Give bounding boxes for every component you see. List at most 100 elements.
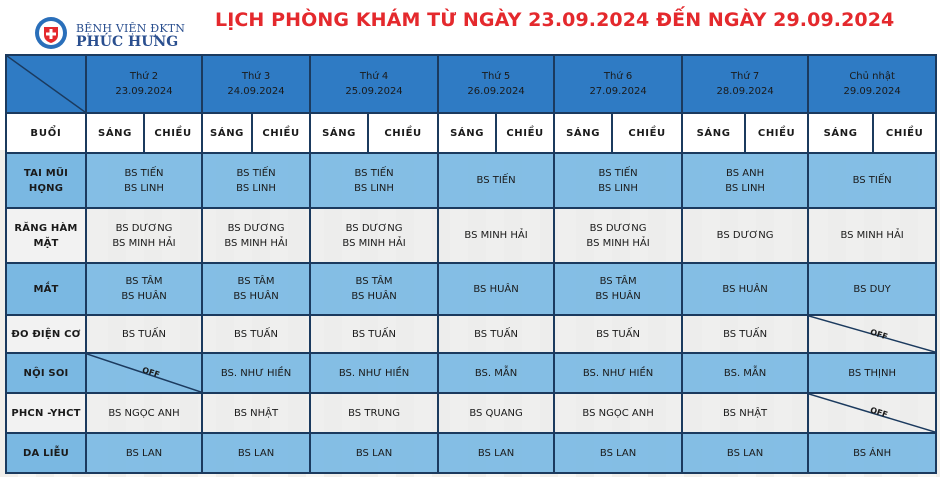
doctor-cell: BS HUÂN	[681, 262, 810, 316]
day-date: 24.09.2024	[227, 86, 285, 97]
doctor-cell: OFF	[807, 314, 938, 354]
day-name: Thứ 4	[359, 71, 389, 82]
doctor-name: BS TUẤN	[596, 328, 641, 340]
doctor-cell: BS NGỌC ANH	[553, 392, 684, 434]
department-row: DA LIỄU BS LAN BS LAN BS LAN BS LAN BS LAN BS …	[5, 432, 938, 474]
doctor-cell: BS TÂM BS HUÂN	[84, 262, 204, 316]
doctor-cell: BS THỊNH	[807, 352, 938, 394]
doctor-name: BS TIẾN	[476, 175, 516, 186]
doctor-name: BS MINH HẢI	[464, 230, 528, 241]
doctor-name: BS NGỌC ANH	[582, 407, 654, 419]
morning-label: SÁNG	[85, 112, 145, 154]
doctor-name: BS DƯƠNG	[345, 222, 403, 234]
day-date: 27.09.2024	[589, 86, 647, 97]
doctor-cell: BS LAN	[309, 432, 440, 474]
doctor-cell: BS DUY	[807, 262, 938, 316]
department-label: RĂNG HÀM MẶT	[5, 207, 87, 264]
diagonal-line	[7, 56, 85, 112]
department-label-line: RĂNG HÀM	[14, 222, 78, 234]
afternoon-label: CHIỀU	[142, 112, 204, 154]
doctor-name: BS MINH HẢI	[112, 237, 176, 249]
doctor-cell: BS TUẤN	[437, 314, 556, 354]
doctor-name: BS NHẬT	[723, 407, 768, 419]
doctor-name: BS. MẪN	[723, 367, 767, 379]
page-header: BỆNH VIỆN ĐKTN PHÚC HƯNG LỊCH PHÒNG KHÁM…	[0, 0, 940, 52]
doctor-cell: BS TIẾN BS LINH	[201, 152, 312, 209]
doctor-name: BS DƯƠNG	[115, 222, 173, 234]
day-name: Thứ 6	[603, 71, 633, 82]
doctor-name: BS LAN	[726, 447, 764, 459]
day-header: Thứ 4 25.09.2024	[309, 54, 440, 114]
doctor-cell: BS ÁNH	[807, 432, 938, 474]
doctor-name: BS HUÂN	[233, 291, 279, 302]
doctor-cell: BS TUẤN	[553, 314, 684, 354]
doctor-cell: BS LAN	[437, 432, 556, 474]
doctor-name: BS LINH	[725, 182, 765, 194]
doctor-cell: BS DƯƠNG BS MINH HẢI	[201, 207, 312, 264]
day-header: Thứ 6 27.09.2024	[553, 54, 684, 114]
doctor-name: BS NGỌC ANH	[108, 407, 180, 419]
doctor-name: BS. NHƯ HIỀN	[220, 367, 292, 379]
afternoon-label: CHIỀU	[611, 112, 684, 154]
department-label-line: TAI MŨI	[23, 167, 69, 179]
department-label-line: MẮT	[33, 283, 59, 295]
afternoon-label: CHIỀU	[367, 112, 440, 154]
doctor-name: BS DUY	[853, 283, 891, 295]
morning-label: SÁNG	[437, 112, 498, 154]
doctor-name: BS LAN	[237, 447, 275, 459]
diagonal-line	[809, 316, 935, 352]
doctor-name: BS ANH	[726, 167, 765, 179]
department-label-line: ĐO ĐIỆN CƠ	[11, 328, 81, 340]
department-label-line: NỘI SOI	[23, 367, 69, 379]
department-row: RĂNG HÀM MẶT BS DƯƠNG BS MINH HẢI BS DƯƠNG BS…	[5, 207, 938, 264]
doctor-cell: BS. MẪN	[437, 352, 556, 394]
day-header: Thứ 3 24.09.2024	[201, 54, 312, 114]
department-label: TAI MŨI HỌNG	[5, 152, 87, 209]
doctor-cell: BS TÂM BS HUÂN	[201, 262, 312, 316]
day-date: 29.09.2024	[843, 86, 901, 97]
doctor-cell: BS NHẬT	[681, 392, 810, 434]
doctor-cell: BS TIẾN BS LINH	[84, 152, 204, 209]
doctor-name: BS TUẤN	[352, 328, 397, 340]
doctor-name: BS LAN	[477, 447, 515, 459]
doctor-cell: BS NHẬT	[201, 392, 312, 434]
day-name: Thứ 3	[241, 71, 271, 82]
doctor-cell: BS TUẤN	[84, 314, 204, 354]
doctor-cell: BS. MẪN	[681, 352, 810, 394]
doctor-name: BS. NHƯ HIỀN	[582, 367, 654, 379]
doctor-cell: OFF	[84, 352, 204, 394]
doctor-cell: BS MINH HẢI	[807, 207, 938, 264]
doctor-name: BS TIẾN	[124, 167, 164, 179]
doctor-name: BS DƯƠNG	[716, 230, 774, 241]
doctor-cell: BS TÂM BS HUÂN	[553, 262, 684, 316]
doctor-cell: BS TUẤN	[309, 314, 440, 354]
afternoon-label: CHIỀU	[744, 112, 810, 154]
department-label: MẮT	[5, 262, 87, 316]
department-label-line: MẶT	[33, 237, 59, 249]
doctor-name: BS TIẾN	[598, 167, 638, 179]
doctor-name: BS TÂM	[599, 276, 637, 287]
department-label: PHCN -YHCT	[5, 392, 87, 434]
schedule-table: Thứ 2 23.09.2024 Thứ 3 24.09.2024 Thứ 4 25.09…	[5, 54, 938, 474]
department-label-line: DA LIỄU	[23, 447, 69, 459]
doctor-name: BS LINH	[124, 182, 164, 194]
doctor-cell: BS ANH BS LINH	[681, 152, 810, 209]
doctor-cell: BS DƯƠNG	[681, 207, 810, 264]
doctor-cell: BS TRUNG	[309, 392, 440, 434]
doctor-name: BS. MẪN	[474, 367, 518, 379]
morning-label: SÁNG	[681, 112, 747, 154]
doctor-name: BS QUANG	[469, 407, 523, 419]
doctor-name: BS TUẤN	[122, 328, 166, 340]
doctor-name: BS MINH HẢI	[224, 237, 288, 249]
doctor-name: BS TUẤN	[234, 328, 278, 340]
hospital-name-line2: PHÚC HƯNG	[76, 34, 179, 50]
day-header: Thứ 7 28.09.2024	[681, 54, 810, 114]
doctor-cell: BS TIẾN BS LINH	[553, 152, 684, 209]
afternoon-label: CHIỀU	[495, 112, 556, 154]
doctor-cell: BS DƯƠNG BS MINH HẢI	[84, 207, 204, 264]
doctor-cell: BS DƯƠNG BS MINH HẢI	[553, 207, 684, 264]
doctor-name: BS TIẾN	[852, 175, 892, 186]
doctor-cell: BS LAN	[681, 432, 810, 474]
doctor-cell: BS TIẾN BS LINH	[309, 152, 440, 209]
doctor-cell: BS TIẾN	[437, 152, 556, 209]
